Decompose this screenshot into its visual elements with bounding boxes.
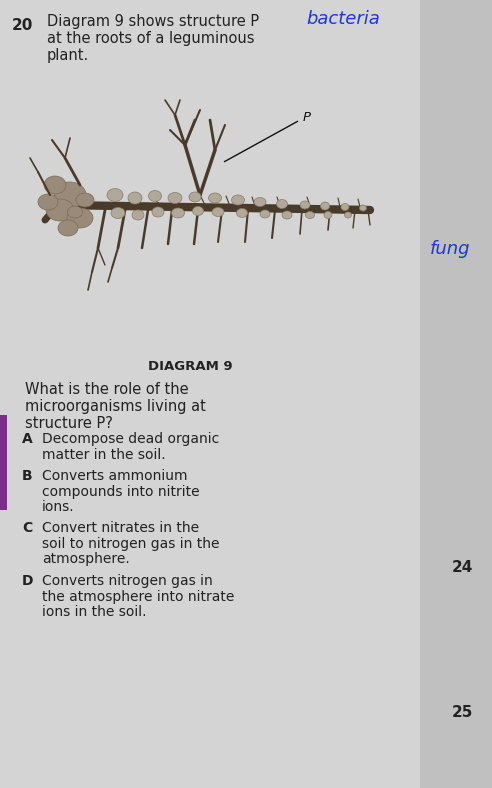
Text: What is the role of the: What is the role of the	[25, 382, 188, 397]
Ellipse shape	[172, 208, 184, 218]
Text: Decompose dead organic: Decompose dead organic	[42, 432, 219, 446]
Ellipse shape	[254, 198, 266, 206]
Text: structure P?: structure P?	[25, 416, 113, 431]
Text: compounds into nitrite: compounds into nitrite	[42, 485, 200, 499]
Ellipse shape	[38, 194, 58, 210]
Ellipse shape	[58, 220, 78, 236]
Text: fung: fung	[430, 240, 470, 258]
Ellipse shape	[320, 202, 330, 210]
Ellipse shape	[232, 195, 245, 205]
Ellipse shape	[212, 207, 224, 217]
Ellipse shape	[341, 203, 349, 210]
Ellipse shape	[277, 199, 287, 209]
Text: Converts ammonium: Converts ammonium	[42, 469, 187, 483]
Text: 20: 20	[12, 18, 33, 33]
Ellipse shape	[192, 206, 204, 215]
Ellipse shape	[152, 207, 164, 217]
Ellipse shape	[111, 207, 125, 218]
Text: Converts nitrogen gas in: Converts nitrogen gas in	[42, 574, 213, 588]
Text: at the roots of a leguminous: at the roots of a leguminous	[47, 31, 254, 46]
Ellipse shape	[300, 201, 310, 209]
FancyBboxPatch shape	[0, 0, 420, 788]
FancyBboxPatch shape	[0, 415, 7, 510]
Ellipse shape	[360, 205, 367, 211]
Text: Diagram 9 shows structure P: Diagram 9 shows structure P	[47, 14, 259, 29]
Text: microorganisms living at: microorganisms living at	[25, 399, 206, 414]
Text: plant.: plant.	[47, 48, 89, 63]
Ellipse shape	[209, 193, 221, 203]
Text: the atmosphere into nitrate: the atmosphere into nitrate	[42, 589, 234, 604]
Text: Convert nitrates in the: Convert nitrates in the	[42, 522, 199, 536]
Ellipse shape	[306, 211, 314, 218]
Text: 24: 24	[452, 560, 473, 575]
Text: P: P	[303, 110, 311, 124]
Ellipse shape	[76, 193, 94, 207]
Ellipse shape	[344, 212, 351, 218]
Text: A: A	[22, 432, 33, 446]
Text: DIAGRAM 9: DIAGRAM 9	[148, 360, 232, 373]
Text: C: C	[22, 522, 32, 536]
Text: 25: 25	[452, 705, 473, 720]
Text: bacteria: bacteria	[306, 10, 380, 28]
Ellipse shape	[149, 191, 161, 202]
Text: atmosphere.: atmosphere.	[42, 552, 130, 567]
Ellipse shape	[237, 209, 247, 217]
Text: ions.: ions.	[42, 500, 75, 514]
Ellipse shape	[46, 199, 74, 221]
Text: B: B	[22, 469, 32, 483]
Ellipse shape	[132, 210, 144, 220]
Text: soil to nitrogen gas in the: soil to nitrogen gas in the	[42, 537, 219, 551]
Ellipse shape	[189, 192, 201, 202]
Ellipse shape	[128, 192, 142, 204]
Text: matter in the soil.: matter in the soil.	[42, 448, 166, 462]
Ellipse shape	[168, 192, 182, 203]
Ellipse shape	[260, 210, 270, 218]
Ellipse shape	[67, 206, 83, 218]
Ellipse shape	[324, 211, 332, 218]
Ellipse shape	[107, 188, 123, 202]
FancyBboxPatch shape	[420, 0, 492, 788]
Ellipse shape	[282, 211, 292, 219]
Text: ions in the soil.: ions in the soil.	[42, 605, 147, 619]
Ellipse shape	[67, 208, 93, 228]
Ellipse shape	[54, 182, 86, 208]
Ellipse shape	[44, 176, 66, 194]
Text: D: D	[22, 574, 33, 588]
